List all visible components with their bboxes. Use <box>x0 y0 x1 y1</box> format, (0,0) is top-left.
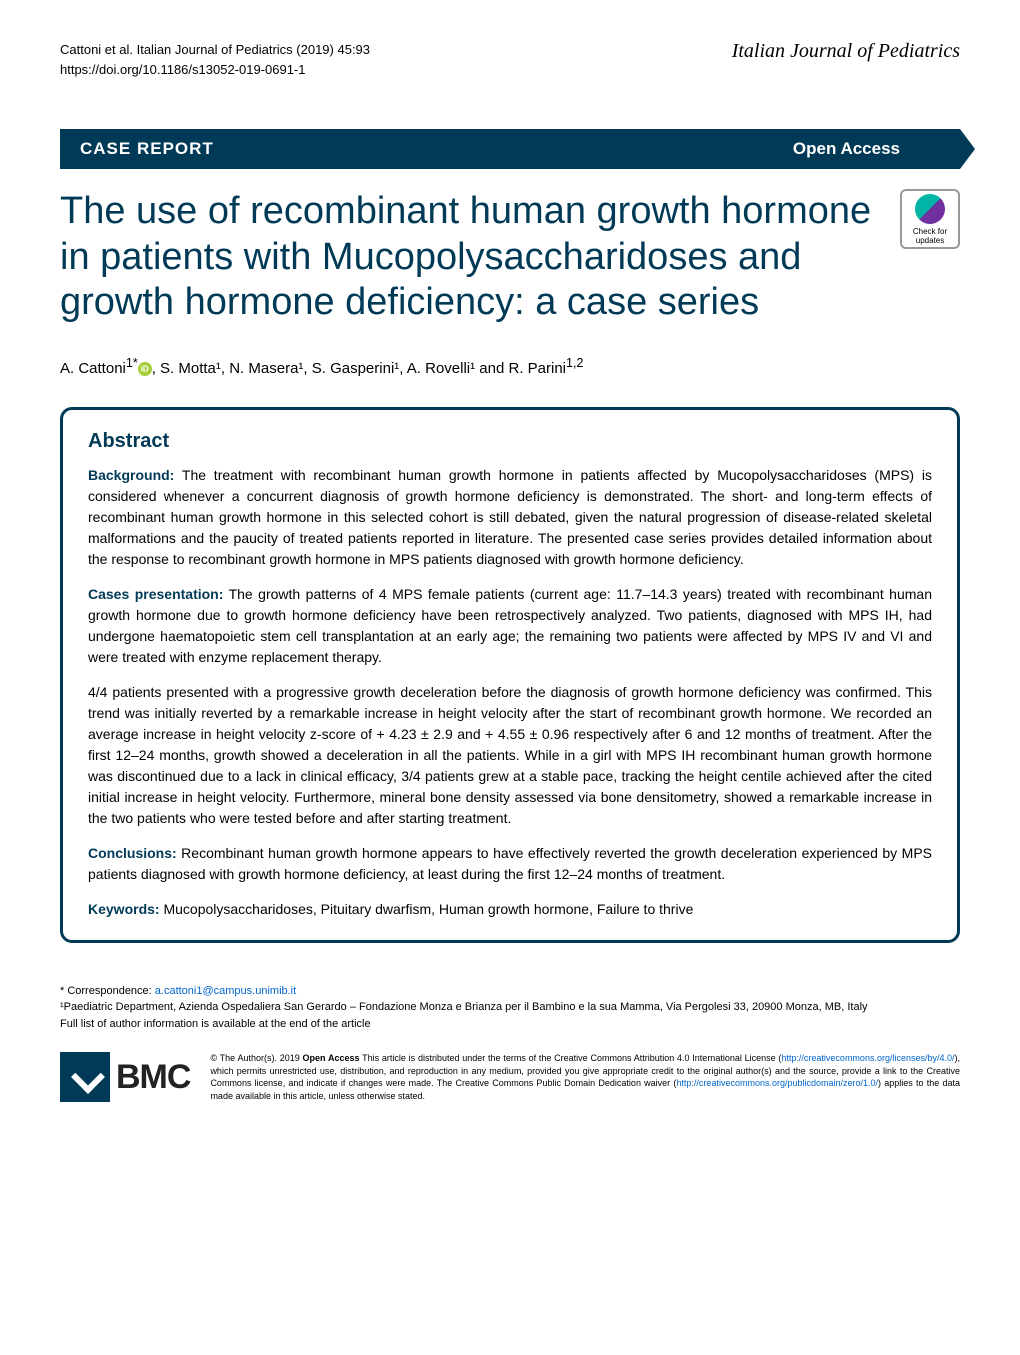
cases-text2: 4/4 patients presented with a progressiv… <box>88 684 932 826</box>
keywords-text: Mucopolysaccharidoses, Pituitary dwarfis… <box>160 901 694 917</box>
authors-line: A. Cattoni1* , S. Motta¹, N. Masera¹, S. … <box>0 346 1020 397</box>
license-t1: This article is distributed under the te… <box>360 1053 782 1063</box>
crossmark-label: Check for updates <box>902 227 958 245</box>
journal-name: Italian Journal of Pediatrics <box>732 40 960 63</box>
license-text: © The Author(s). 2019 Open Access This a… <box>210 1052 960 1102</box>
author-first: A. Cattoni <box>60 360 126 377</box>
bmc-logo: BMC <box>60 1052 190 1102</box>
citation-text: Cattoni et al. Italian Journal of Pediat… <box>60 40 370 60</box>
background-label: Background: <box>88 467 174 483</box>
correspondence-prefix: * Correspondence: <box>60 985 155 997</box>
header: Cattoni et al. Italian Journal of Pediat… <box>0 0 1020 129</box>
abstract-background: Background: The treatment with recombina… <box>88 465 932 570</box>
conclusions-text: Recombinant human growth hormone appears… <box>88 845 932 882</box>
cases-label: Cases presentation: <box>88 586 223 602</box>
orcid-icon[interactable] <box>138 362 152 376</box>
license-pre: © The Author(s). 2019 <box>210 1053 302 1063</box>
cc-link[interactable]: http://creativecommons.org/licenses/by/4… <box>781 1053 954 1063</box>
abstract-cases-2: 4/4 patients presented with a progressiv… <box>88 682 932 829</box>
bmc-text: BMC <box>116 1058 190 1097</box>
footer: BMC © The Author(s). 2019 Open Access Th… <box>0 1042 1020 1132</box>
correspondence-block: * Correspondence: a.cattoni1@campus.unim… <box>0 953 1020 1043</box>
keywords-label: Keywords: <box>88 901 160 917</box>
open-access-bold: Open Access <box>303 1053 360 1063</box>
abstract-heading: Abstract <box>88 430 932 453</box>
journal-info-row: Cattoni et al. Italian Journal of Pediat… <box>60 40 960 79</box>
article-title: The use of recombinant human growth horm… <box>60 189 960 326</box>
citation-block: Cattoni et al. Italian Journal of Pediat… <box>60 40 370 79</box>
abstract-conclusions: Conclusions: Recombinant human growth ho… <box>88 843 932 885</box>
article-type-banner: CASE REPORT Open Access <box>60 129 960 169</box>
bmc-chevron-icon <box>70 1062 100 1092</box>
crossmark-badge[interactable]: Check for updates <box>900 189 960 249</box>
access-type: Open Access <box>793 139 900 159</box>
doi-text: https://doi.org/10.1186/s13052-019-0691-… <box>60 60 370 80</box>
correspondence-affiliation: ¹Paediatric Department, Azienda Ospedali… <box>60 999 960 1016</box>
correspondence-fulllist: Full list of author information is avail… <box>60 1016 960 1033</box>
pd-link[interactable]: http://creativecommons.org/publicdomain/… <box>676 1078 878 1088</box>
bmc-square-icon <box>60 1052 110 1102</box>
title-section: The use of recombinant human growth horm… <box>0 169 1020 346</box>
correspondence-line1: * Correspondence: a.cattoni1@campus.unim… <box>60 983 960 1000</box>
abstract-cases: Cases presentation: The growth patterns … <box>88 584 932 668</box>
abstract-box: Abstract Background: The treatment with … <box>60 407 960 943</box>
authors-rest: , S. Motta¹, N. Masera¹, S. Gasperini¹, … <box>152 360 566 377</box>
background-text: The treatment with recombinant human gro… <box>88 467 932 567</box>
author-sup1: 1* <box>126 356 138 370</box>
article-type: CASE REPORT <box>80 139 214 159</box>
author-sup-last: 1,2 <box>566 356 583 370</box>
correspondence-email[interactable]: a.cattoni1@campus.unimib.it <box>155 985 296 997</box>
conclusions-label: Conclusions: <box>88 845 177 861</box>
crossmark-icon <box>915 194 945 224</box>
abstract-keywords: Keywords: Mucopolysaccharidoses, Pituita… <box>88 899 932 920</box>
